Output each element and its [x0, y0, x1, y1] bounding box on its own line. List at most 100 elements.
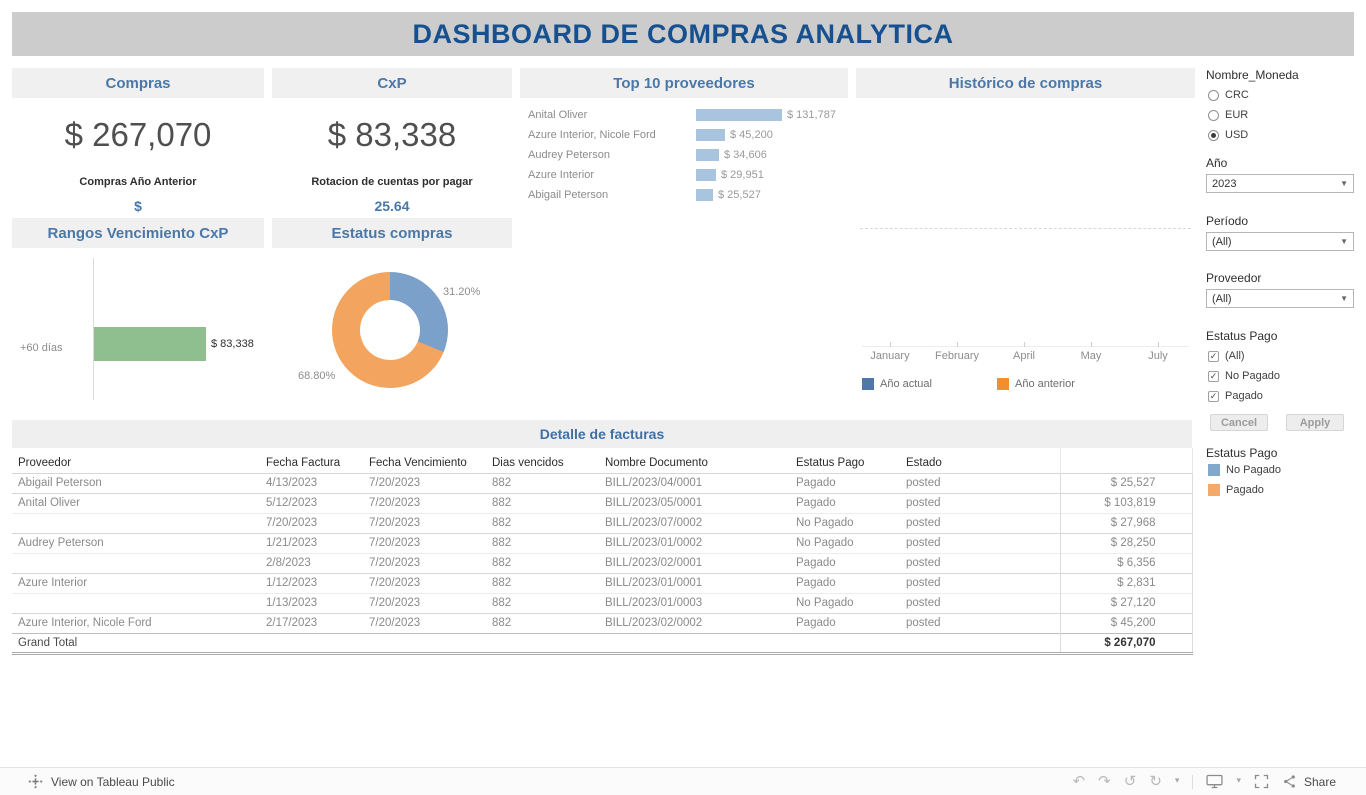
cell-documento[interactable]: BILL/2023/01/0002: [599, 532, 790, 553]
col-header-nombre-documento[interactable]: Nombre Documento: [605, 456, 708, 469]
legend-item-no-pagado[interactable]: No Pagado: [1208, 464, 1281, 476]
cell-estatus[interactable]: Pagado: [790, 612, 900, 633]
top10-row[interactable]: Azure Interior $ 29,951: [520, 165, 848, 185]
period-dropdown[interactable]: (All) ▼: [1206, 232, 1354, 251]
historico-chart[interactable]: January February April May July Año actu…: [856, 98, 1195, 400]
share-icon[interactable]: [1282, 774, 1297, 789]
checkbox-pagado[interactable]: ✓ Pagado: [1208, 387, 1263, 405]
table-row[interactable]: 2/8/2023 7/20/2023 882 BILL/2023/02/0001…: [12, 552, 1193, 573]
cell-fecha-vencimiento[interactable]: 7/20/2023: [363, 492, 486, 513]
top10-bar[interactable]: [696, 149, 719, 161]
year-dropdown[interactable]: 2023 ▼: [1206, 174, 1354, 193]
cell-estatus[interactable]: No Pagado: [790, 532, 900, 553]
cell-estatus[interactable]: No Pagado: [790, 512, 900, 533]
col-header-fecha-vencimiento[interactable]: Fecha Vencimiento: [369, 456, 467, 469]
checkbox-no-pagado[interactable]: ✓ No Pagado: [1208, 367, 1280, 385]
cancel-button[interactable]: Cancel: [1210, 414, 1268, 431]
cell-dias[interactable]: 882: [486, 492, 599, 513]
cell-fecha-factura[interactable]: 1/21/2023: [260, 532, 363, 553]
col-header-dias-vencidos[interactable]: Dias vencidos: [492, 456, 564, 469]
kpi-compras-value[interactable]: $ 267,070: [64, 116, 212, 153]
cell-dias[interactable]: 882: [486, 472, 599, 493]
cell-proveedor[interactable]: [12, 552, 260, 573]
grand-total-row[interactable]: Grand Total $ 267,070: [12, 632, 1193, 653]
cell-fecha-factura[interactable]: 1/12/2023: [260, 572, 363, 593]
cell-fecha-vencimiento[interactable]: 7/20/2023: [363, 592, 486, 613]
cell-dias[interactable]: 882: [486, 552, 599, 573]
cell-documento[interactable]: BILL/2023/02/0001: [599, 552, 790, 573]
cell-documento[interactable]: BILL/2023/02/0002: [599, 612, 790, 633]
table-row[interactable]: Azure Interior, Nicole Ford 2/17/2023 7/…: [12, 612, 1193, 633]
kpi-compras-sub-value[interactable]: $: [134, 198, 142, 214]
cell-estatus[interactable]: No Pagado: [790, 592, 900, 613]
cell-monto[interactable]: $ 25,527: [1059, 472, 1193, 493]
cell-estado[interactable]: posted: [900, 492, 1060, 513]
fullscreen-icon[interactable]: [1254, 774, 1269, 789]
top10-row[interactable]: Audrey Peterson $ 34,606: [520, 145, 848, 165]
top10-bar[interactable]: [696, 169, 716, 181]
cell-dias[interactable]: 882: [486, 592, 599, 613]
cell-fecha-vencimiento[interactable]: 7/20/2023: [363, 532, 486, 553]
cell-monto[interactable]: $ 27,120: [1059, 592, 1193, 613]
col-header-proveedor[interactable]: Proveedor: [18, 456, 72, 469]
cell-estatus[interactable]: Pagado: [790, 472, 900, 493]
cell-documento[interactable]: BILL/2023/01/0003: [599, 592, 790, 613]
rangos-bar[interactable]: [94, 327, 206, 361]
cell-estado[interactable]: posted: [900, 592, 1060, 613]
cell-dias[interactable]: 882: [486, 532, 599, 553]
cell-proveedor[interactable]: Audrey Peterson: [12, 532, 260, 553]
cell-fecha-factura[interactable]: 1/13/2023: [260, 592, 363, 613]
cell-estado[interactable]: posted: [900, 472, 1060, 493]
cell-fecha-factura[interactable]: 2/17/2023: [260, 612, 363, 633]
cell-proveedor[interactable]: Azure Interior, Nicole Ford: [12, 612, 260, 633]
top10-row[interactable]: Anital Oliver $ 131,787: [520, 105, 848, 125]
cell-proveedor[interactable]: [12, 592, 260, 613]
legend-item-ano-actual[interactable]: Año actual: [862, 378, 932, 390]
cell-dias[interactable]: 882: [486, 612, 599, 633]
cell-fecha-factura[interactable]: 2/8/2023: [260, 552, 363, 573]
cell-documento[interactable]: BILL/2023/05/0001: [599, 492, 790, 513]
cell-fecha-vencimiento[interactable]: 7/20/2023: [363, 572, 486, 593]
legend-item-pagado[interactable]: Pagado: [1208, 484, 1264, 496]
top10-row[interactable]: Azure Interior, Nicole Ford $ 45,200: [520, 125, 848, 145]
cell-fecha-vencimiento[interactable]: 7/20/2023: [363, 552, 486, 573]
cell-dias[interactable]: 882: [486, 572, 599, 593]
top10-bar[interactable]: [696, 129, 725, 141]
refresh-icon[interactable]: ↻: [1149, 772, 1162, 790]
top10-row[interactable]: Abigail Peterson $ 25,527: [520, 185, 848, 205]
cell-fecha-vencimiento[interactable]: 7/20/2023: [363, 472, 486, 493]
view-on-tableau-public-link[interactable]: View on Tableau Public: [28, 774, 175, 789]
radio-eur[interactable]: EUR: [1208, 106, 1248, 124]
cell-documento[interactable]: BILL/2023/04/0001: [599, 472, 790, 493]
table-row[interactable]: Azure Interior 1/12/2023 7/20/2023 882 B…: [12, 572, 1193, 593]
chevron-down-icon[interactable]: ▾: [1174, 776, 1180, 786]
cell-dias[interactable]: 882: [486, 512, 599, 533]
cell-proveedor[interactable]: Azure Interior: [12, 572, 260, 593]
cell-estado[interactable]: posted: [900, 572, 1060, 593]
undo-icon[interactable]: ↶: [1072, 772, 1086, 790]
cell-documento[interactable]: BILL/2023/01/0001: [599, 572, 790, 593]
table-row[interactable]: 7/20/2023 7/20/2023 882 BILL/2023/07/000…: [12, 512, 1193, 533]
radio-usd[interactable]: USD: [1208, 126, 1248, 144]
redo-icon[interactable]: ↷: [1098, 772, 1111, 790]
table-row[interactable]: Audrey Peterson 1/21/2023 7/20/2023 882 …: [12, 532, 1193, 553]
col-header-fecha-factura[interactable]: Fecha Factura: [266, 456, 341, 469]
cell-monto[interactable]: $ 27,968: [1059, 512, 1193, 533]
cell-estado[interactable]: posted: [900, 612, 1060, 633]
cell-estado[interactable]: posted: [900, 512, 1060, 533]
cell-fecha-factura[interactable]: 7/20/2023: [260, 512, 363, 533]
cell-proveedor[interactable]: Abigail Peterson: [12, 472, 260, 493]
col-header-monto[interactable]: [1059, 448, 1193, 473]
revert-icon[interactable]: ↺: [1123, 772, 1137, 790]
table-row[interactable]: Anital Oliver 5/12/2023 7/20/2023 882 BI…: [12, 492, 1193, 513]
cell-fecha-factura[interactable]: 5/12/2023: [260, 492, 363, 513]
top10-bar[interactable]: [696, 109, 782, 121]
cell-proveedor[interactable]: [12, 512, 260, 533]
kpi-cxp-value[interactable]: $ 83,338: [327, 116, 457, 153]
cell-documento[interactable]: BILL/2023/07/0002: [599, 512, 790, 533]
top10-bar[interactable]: [696, 189, 713, 201]
cell-monto[interactable]: $ 2,831: [1059, 572, 1193, 593]
col-header-estado[interactable]: Estado: [906, 456, 942, 469]
chevron-down-icon[interactable]: ▾: [1236, 776, 1241, 786]
checkbox-all[interactable]: ✓ (All): [1208, 347, 1245, 365]
